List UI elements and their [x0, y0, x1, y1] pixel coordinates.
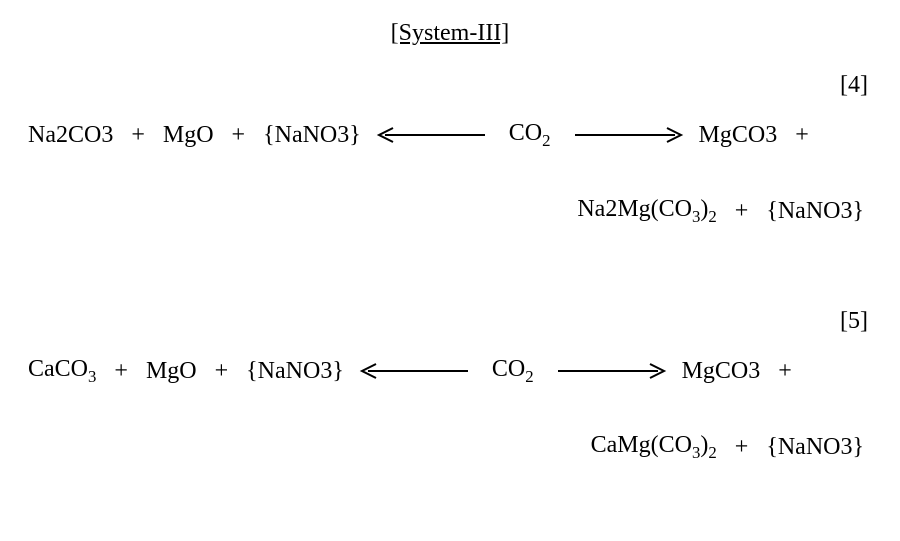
plus-sign: +: [197, 358, 247, 385]
eq4-co2: CO2: [499, 120, 561, 151]
co2-sub: 2: [525, 367, 533, 386]
plus-sign: +: [96, 358, 146, 385]
eq5-right-arrow: [558, 361, 668, 381]
eq4-na2co3: Na2CO3: [28, 122, 113, 149]
eq4-right-arrow: [575, 125, 685, 145]
frag: CaCO: [28, 356, 88, 382]
eq4-nano3-r: {NaNO3}: [766, 198, 864, 225]
frag: CaMg(CO: [591, 432, 692, 458]
eq5-co2: CO2: [482, 356, 544, 387]
frag-sub: 2: [708, 443, 716, 462]
eq4-number: [4]: [840, 72, 868, 99]
eq5-nano3-r: {NaNO3}: [766, 434, 864, 461]
frag-sub: 2: [708, 207, 716, 226]
eq5-camgco32: CaMg(CO3)2: [591, 432, 717, 463]
system-title: [System-III]: [0, 0, 900, 47]
eq4-line2: Na2Mg(CO3)2 + {NaNO3}: [0, 196, 900, 227]
eq4-left-arrow: [375, 125, 485, 145]
plus-sign: +: [717, 198, 767, 225]
frag: Na2Mg(CO: [577, 196, 692, 222]
eq4-nano3: {NaNO3}: [263, 122, 361, 149]
plus-sign: +: [214, 122, 264, 149]
frag-sub: 3: [88, 367, 96, 386]
eq5-mgo: MgO: [146, 358, 197, 385]
eq5-line2: CaMg(CO3)2 + {NaNO3}: [0, 432, 900, 463]
plus-sign: +: [717, 434, 767, 461]
eq4-na2mgco32: Na2Mg(CO3)2: [577, 196, 716, 227]
plus-sign: +: [760, 358, 810, 385]
eq5-number: [5]: [840, 308, 868, 335]
co2-text: CO: [492, 356, 525, 382]
eq4-mgco3: MgCO3: [699, 122, 778, 149]
co2-sub: 2: [542, 131, 550, 150]
eq4-line1: Na2CO3 + MgO + {NaNO3} CO2 MgCO3 +: [0, 120, 900, 151]
eq4-mgo: MgO: [163, 122, 214, 149]
plus-sign: +: [777, 122, 827, 149]
eq5-line1: CaCO3 + MgO + {NaNO3} CO2 MgCO3 +: [0, 356, 900, 387]
plus-sign: +: [113, 122, 163, 149]
co2-text: CO: [509, 120, 542, 146]
eq5-caco3: CaCO3: [28, 356, 96, 387]
eq5-nano3: {NaNO3}: [246, 358, 344, 385]
eq5-mgco3: MgCO3: [682, 358, 761, 385]
page: [System-III] [4] Na2CO3 + MgO + {NaNO3} …: [0, 0, 900, 541]
eq5-left-arrow: [358, 361, 468, 381]
